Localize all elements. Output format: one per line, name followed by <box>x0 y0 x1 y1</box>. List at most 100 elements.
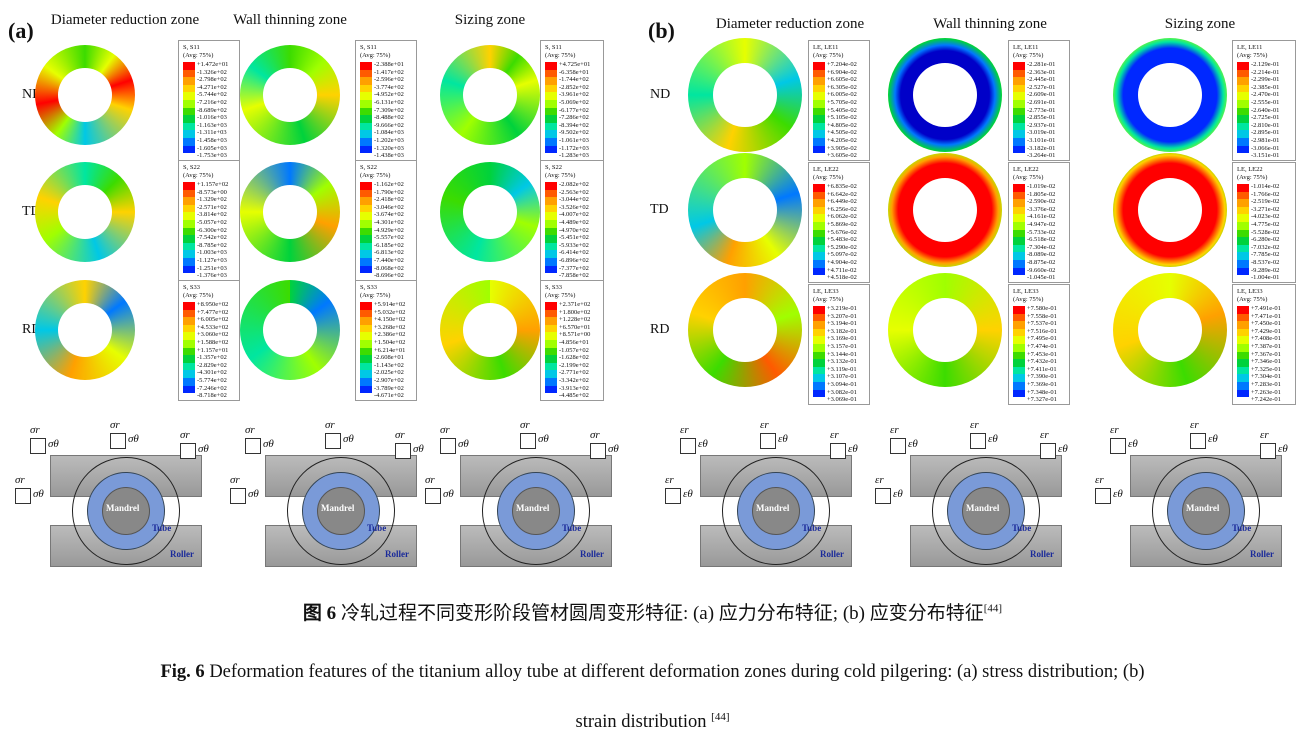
colorbar-band <box>183 197 195 205</box>
colorbar-band <box>545 122 557 131</box>
legend-value: -3.961e+02 <box>559 91 589 99</box>
element-cube-icon <box>1110 438 1126 454</box>
legend-value: +7.346e-01 <box>1251 358 1281 366</box>
legend-value: -2.385e-01 <box>1251 83 1280 91</box>
legend-avg: (Avg: 75%) <box>545 51 576 59</box>
legend-value: +7.429e-01 <box>1251 327 1281 335</box>
colorbar-band <box>183 377 195 386</box>
legend-value: -1.744e+02 <box>559 76 589 84</box>
colorbar-band <box>360 99 372 108</box>
stress-circle <box>722 457 830 565</box>
legend-avg: (Avg: 75%) <box>1237 295 1268 303</box>
legend-value: -2.640e-01 <box>1251 106 1280 114</box>
legend-avg: (Avg: 75%) <box>545 291 576 299</box>
colorbar-band <box>813 221 825 230</box>
legend-value: +3.132e-01 <box>827 358 857 366</box>
legend-avg: (Avg: 75%) <box>360 291 391 299</box>
label-roller: Roller <box>580 549 604 559</box>
legend-value: -2.281e-01 <box>1027 61 1056 68</box>
element-cube-icon <box>180 443 196 459</box>
legend-value: +4.711e-02 <box>827 266 857 274</box>
legend-value: -2.810e-01 <box>1251 121 1280 129</box>
legend-avg: (Avg: 75%) <box>1013 51 1044 59</box>
colorbar-band <box>360 122 372 131</box>
legend-values: -2.281e-01 -2.363e-01 -2.445e-01 -2.527e-01… <box>1027 61 1055 160</box>
legend-value: +5.290e-02 <box>827 243 857 251</box>
colorbar-band <box>183 302 195 310</box>
contour-ring <box>240 280 340 380</box>
colorbar-band <box>1237 115 1249 123</box>
colorbar-band <box>183 250 195 258</box>
legend-value: -2.571e+02 <box>197 203 227 211</box>
colorbar-band <box>1237 214 1249 222</box>
legend-value: +5.105e-02 <box>827 114 857 122</box>
symbol-hoop: εθ <box>1113 488 1123 500</box>
legend-title: S, S33 <box>545 284 562 291</box>
legend-value: +6.005e+02 <box>197 316 229 324</box>
symbol-radial: σr <box>440 424 450 436</box>
legend-title: S, S11 <box>183 44 200 51</box>
legend-value: +5.676e-02 <box>827 228 857 236</box>
colorbar-band <box>1013 244 1025 253</box>
legend-value: -4.671e+02 <box>374 392 404 400</box>
colorbar-band <box>183 130 195 138</box>
legend-value: -8.089e-02 <box>1027 251 1056 259</box>
caption-en-text: Deformation features of the titanium all… <box>209 662 1145 682</box>
colorbar-band <box>545 302 557 310</box>
colorbar-band <box>545 362 557 371</box>
colorbar-band <box>1237 259 1249 268</box>
legend-value: -3.151e-01 <box>1251 152 1280 160</box>
legend-value: -1.061e+03 <box>559 136 589 144</box>
symbol-hoop: εθ <box>908 438 918 450</box>
ring-bore <box>58 68 112 122</box>
colorbar-band <box>813 267 825 276</box>
contour-ring <box>440 45 540 145</box>
colorbar-band <box>360 130 372 138</box>
legend-title: S, S11 <box>545 44 562 51</box>
legend-value: -3.019e-01 <box>1027 129 1056 137</box>
legend-value: -1.016e+03 <box>197 114 227 122</box>
ring-bore <box>463 185 517 239</box>
legend-value: -7.377e+02 <box>559 264 589 272</box>
zone-heading: Diameter reduction zone <box>50 12 200 28</box>
colorbar-band <box>1237 62 1249 70</box>
caption-en-label: Fig. 6 <box>160 662 205 682</box>
legend-value: -2.470e-01 <box>1251 91 1280 99</box>
colorbar-band <box>545 355 557 363</box>
symbol-hoop: σθ <box>248 488 259 500</box>
colorbar-band <box>1013 306 1025 314</box>
legend-value: -4.023e-02 <box>1251 213 1280 221</box>
colorbar-band <box>1013 92 1025 100</box>
symbol-radial: σr <box>520 419 530 431</box>
contour-legend: S, S11 (Avg: 75%) +1.472e+01 -1.326e+02 -2.7… <box>178 40 240 161</box>
legend-value: -1.326e+02 <box>197 68 227 76</box>
colorbar-band <box>183 204 195 213</box>
legend-value: -1.376e+03 <box>197 272 227 280</box>
colorbar-band <box>545 182 557 190</box>
colorbar-band <box>813 259 825 268</box>
legend-value: -2.852e+02 <box>559 83 589 91</box>
legend-value: -1.805e-02 <box>1027 190 1056 198</box>
colorbar-band <box>360 212 372 220</box>
colorbar-band <box>545 347 557 356</box>
colorbar-band <box>1237 130 1249 138</box>
contour-ring <box>1113 38 1227 152</box>
legend-value: +4.725e+01 <box>559 61 591 68</box>
legend-title: S, S22 <box>360 164 377 171</box>
colorbar-band <box>360 309 372 318</box>
legend-value: +7.367e-01 <box>1251 350 1281 358</box>
legend-value: +7.408e-01 <box>1251 335 1281 343</box>
legend-values: -2.082e+02 -2.563e+02 -3.044e+02 -3.526e+02… <box>559 181 589 280</box>
colorbar-band <box>813 77 825 85</box>
legend-avg: (Avg: 75%) <box>545 171 576 179</box>
legend-value: +6.605e-02 <box>827 76 857 84</box>
colorbar-band <box>813 343 825 352</box>
colorbar-band <box>813 313 825 322</box>
legend-values: +7.580e-01 +7.558e-01 +7.537e-01 +7.516e-01… <box>1027 305 1057 404</box>
colorbar-band <box>183 145 195 154</box>
legend-value: +4.904e-02 <box>827 258 857 266</box>
legend-colorbar <box>545 62 557 154</box>
colorbar-band <box>813 359 825 367</box>
colorbar-band <box>813 84 825 93</box>
colorbar-band <box>1237 137 1249 146</box>
